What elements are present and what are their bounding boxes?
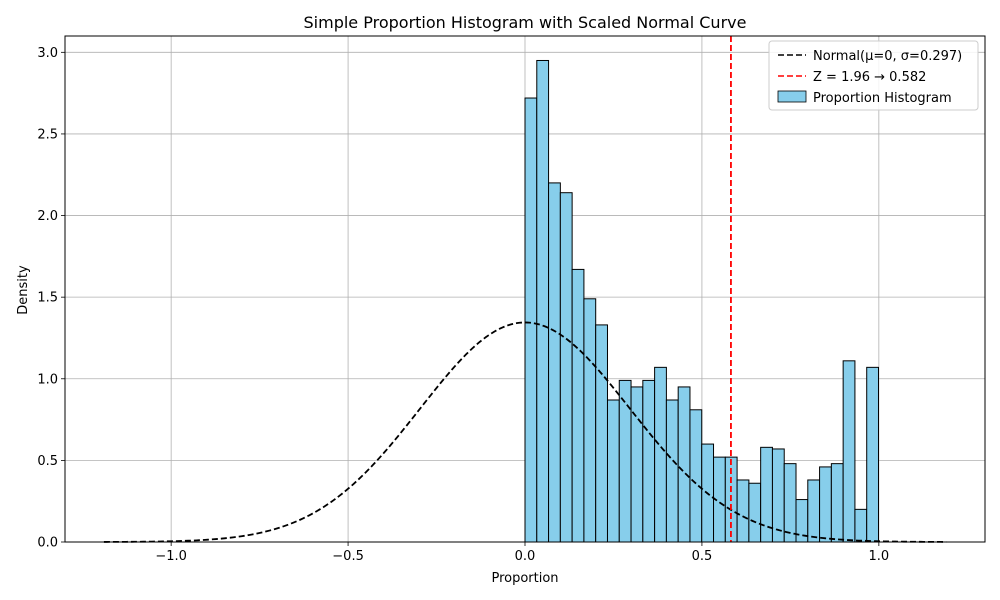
histogram-bar	[642, 379, 656, 543]
x-tick-label: −0.5	[332, 549, 364, 564]
histogram-bar	[571, 268, 585, 543]
histogram-bar	[583, 298, 597, 543]
histogram-bar	[665, 399, 679, 543]
y-tick-label: 0.0	[37, 536, 58, 551]
normal-curve-layer	[103, 321, 947, 543]
legend-histogram-label: Proportion Histogram	[813, 91, 952, 106]
histogram-bar	[866, 366, 879, 543]
histogram-bar	[654, 366, 667, 543]
histogram-bar	[842, 360, 856, 543]
histogram-bar	[748, 482, 762, 543]
y-tick-label: 1.0	[37, 372, 58, 387]
histogram-bar	[854, 508, 868, 543]
x-tick-label: 0.5	[692, 549, 713, 564]
histogram-bar	[548, 182, 561, 543]
x-tick-label: 1.0	[869, 549, 890, 564]
histogram-bar	[677, 386, 691, 543]
y-tick-label: 3.0	[37, 46, 58, 61]
histogram-bar	[559, 192, 573, 543]
histogram-bar	[618, 379, 632, 543]
histogram-bar	[689, 409, 703, 543]
histogram-bar	[819, 466, 832, 543]
axis-ticks: −1.0 −0.5 0.0 0.5 1.0 0.0 0.5 1.0 1.5 2.0 2.5 3.0	[37, 46, 889, 564]
y-axis-label: Density	[16, 265, 31, 315]
x-tick-label: −1.0	[155, 549, 187, 564]
histogram-bar	[606, 399, 620, 543]
x-axis-label: Proportion	[491, 571, 558, 586]
y-tick-label: 2.0	[37, 209, 58, 224]
legend-histogram-swatch	[777, 90, 807, 103]
histogram-bar	[736, 479, 750, 543]
y-tick-label: 2.5	[37, 127, 58, 142]
histogram-bars	[524, 59, 879, 543]
histogram-bar	[771, 448, 785, 543]
histogram-bar	[536, 59, 550, 543]
histogram-bar	[524, 97, 538, 543]
histogram-bar	[630, 386, 644, 543]
normal-curve	[103, 321, 947, 543]
legend-normal-label: Normal(μ=0, σ=0.297)	[813, 49, 962, 64]
histogram-bar	[595, 324, 608, 543]
y-tick-label: 0.5	[37, 454, 58, 469]
histogram-bar	[807, 479, 821, 543]
y-tick-label: 1.5	[37, 291, 58, 306]
x-tick-label: 0.0	[515, 549, 536, 564]
chart-title: Simple Proportion Histogram with Scaled …	[304, 13, 747, 32]
histogram-bar	[783, 463, 797, 543]
legend-box	[768, 40, 979, 111]
legend: Normal(μ=0, σ=0.297) Z = 1.96 → 0.582 Pr…	[768, 40, 979, 111]
histogram-bar	[830, 463, 844, 543]
legend-critical-label: Z = 1.96 → 0.582	[813, 70, 926, 85]
